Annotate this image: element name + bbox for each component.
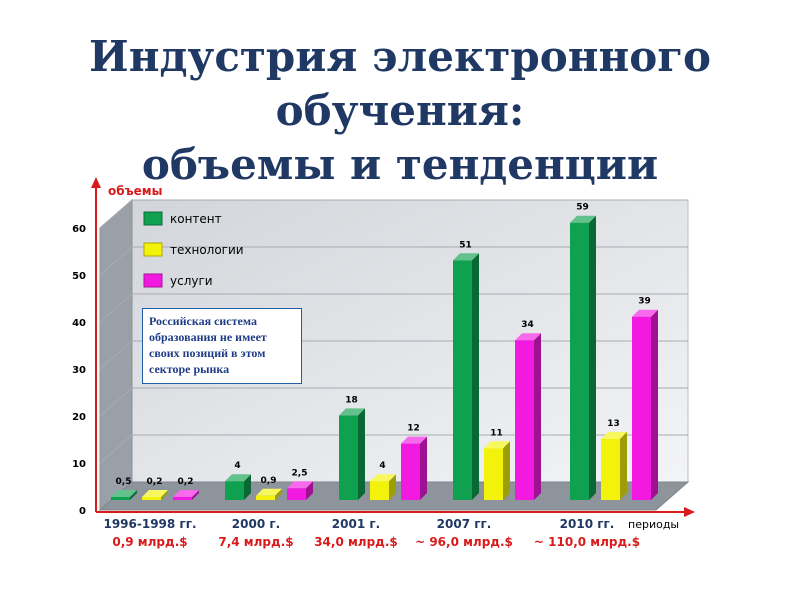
bar bbox=[370, 481, 389, 500]
bar-top bbox=[515, 333, 541, 341]
category-total-label: 0,9 млрд.$ bbox=[112, 535, 187, 549]
data-label: 18 bbox=[345, 395, 358, 405]
legend-swatch bbox=[143, 242, 163, 257]
bar-top bbox=[142, 490, 168, 497]
bar-side bbox=[306, 481, 313, 500]
legend-swatch bbox=[143, 211, 163, 226]
bar bbox=[287, 488, 306, 500]
bar bbox=[339, 415, 358, 500]
bar bbox=[601, 438, 620, 500]
data-label: 0,2 bbox=[147, 477, 163, 487]
bar-side bbox=[275, 488, 282, 500]
data-label: 4 bbox=[234, 461, 240, 471]
bar-side bbox=[589, 215, 596, 500]
data-label: 2,5 bbox=[292, 468, 308, 478]
y-tick-label: 30 bbox=[72, 365, 86, 376]
bar-top bbox=[453, 253, 479, 261]
bar bbox=[484, 448, 503, 500]
data-label: 12 bbox=[407, 424, 420, 434]
bar bbox=[142, 497, 161, 500]
bar-side bbox=[192, 490, 199, 500]
data-label: 0,2 bbox=[178, 477, 194, 487]
data-label: 34 bbox=[521, 320, 534, 330]
bar bbox=[225, 481, 244, 500]
bar-top bbox=[632, 309, 658, 317]
x-tick-label: 2000 г. bbox=[232, 517, 280, 531]
bar-side bbox=[244, 474, 251, 500]
bar-side bbox=[358, 408, 365, 500]
x-tick-label: 1996-1998 гг. bbox=[103, 517, 196, 531]
y-axis-label: объемы bbox=[108, 184, 162, 198]
bar bbox=[515, 340, 534, 500]
legend-label: контент bbox=[170, 212, 222, 226]
category-total-label: 34,0 млрд.$ bbox=[314, 535, 398, 549]
bar-side bbox=[534, 333, 541, 500]
gridline bbox=[99, 340, 688, 370]
bar-side bbox=[130, 490, 137, 500]
y-tick-label: 40 bbox=[72, 318, 86, 329]
legend-label: услуги bbox=[170, 274, 213, 288]
bar bbox=[173, 497, 192, 500]
x-tick-label: 2010 гг. bbox=[560, 517, 615, 531]
bar-side bbox=[620, 431, 627, 500]
legend-swatch bbox=[143, 273, 163, 288]
bar-top bbox=[173, 490, 199, 497]
gridline bbox=[99, 387, 688, 417]
y-axis-arrow bbox=[91, 177, 101, 188]
note-box: Российская система образования не имеет … bbox=[142, 308, 302, 384]
data-label: 39 bbox=[638, 297, 651, 307]
bar-top bbox=[339, 408, 365, 416]
y-tick-label: 20 bbox=[72, 412, 86, 423]
x-tick-label: 2007 гг. bbox=[437, 517, 492, 531]
y-tick-label: 50 bbox=[72, 271, 86, 282]
bar bbox=[111, 497, 130, 500]
bar-side bbox=[503, 441, 510, 500]
category-total-label: 7,4 млрд.$ bbox=[218, 535, 293, 549]
title-line-1: Индустрия электронного bbox=[89, 32, 711, 81]
x-tick-label: 2001 г. bbox=[332, 517, 380, 531]
data-label: 13 bbox=[607, 419, 620, 429]
title-line-3: объемы и тенденции bbox=[141, 140, 659, 189]
data-label: 11 bbox=[490, 428, 503, 438]
bar-side bbox=[420, 436, 427, 500]
data-label: 4 bbox=[379, 461, 385, 471]
y-tick-label: 60 bbox=[72, 224, 86, 235]
gridline bbox=[99, 199, 688, 229]
y-tick-label: 0 bbox=[79, 506, 86, 517]
data-label: 51 bbox=[459, 240, 472, 250]
bar-top bbox=[401, 436, 427, 444]
bar-side bbox=[651, 309, 658, 500]
x-axis-arrow bbox=[684, 507, 695, 517]
bar-side bbox=[389, 474, 396, 500]
y-tick-label: 10 bbox=[72, 459, 86, 470]
bar-top bbox=[287, 481, 313, 489]
x-axis-label: периоды bbox=[628, 518, 679, 531]
bar bbox=[632, 316, 651, 500]
data-label: 0,9 bbox=[261, 476, 277, 486]
bar-top bbox=[570, 215, 596, 223]
bar-top bbox=[256, 488, 282, 496]
legend-label: технологии bbox=[170, 243, 244, 257]
data-label: 59 bbox=[576, 203, 589, 213]
bar-top bbox=[484, 441, 510, 449]
category-total-label: ~ 110,0 млрд.$ bbox=[534, 535, 640, 549]
bar-top bbox=[370, 474, 396, 482]
bar bbox=[570, 222, 589, 500]
gridline bbox=[99, 293, 688, 323]
bar-side bbox=[161, 490, 168, 500]
bar-top bbox=[225, 474, 251, 482]
bar-top bbox=[601, 431, 627, 439]
page-title: Индустрия электронного обучения: объемы … bbox=[0, 30, 800, 192]
bar-side bbox=[472, 253, 479, 500]
bar bbox=[256, 495, 275, 500]
data-label: 0,5 bbox=[116, 477, 132, 487]
title-line-2: обучения: bbox=[275, 86, 525, 135]
category-total-label: ~ 96,0 млрд.$ bbox=[415, 535, 513, 549]
bar-top bbox=[111, 490, 137, 497]
gridline bbox=[99, 434, 688, 464]
gridline bbox=[99, 246, 688, 276]
bar bbox=[401, 443, 420, 500]
bar bbox=[453, 260, 472, 500]
